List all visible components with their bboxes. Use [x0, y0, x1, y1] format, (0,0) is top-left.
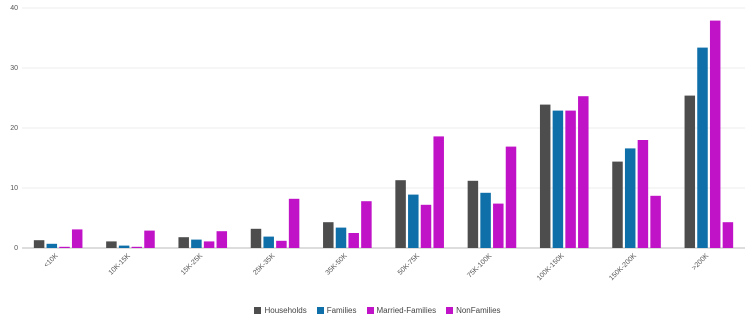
x-tick-label: 50K-75K [397, 252, 421, 276]
x-tick-label: <10K [43, 252, 60, 269]
y-tick-label: 0 [14, 245, 18, 252]
legend-item: Households [254, 306, 307, 315]
x-tick-label: 75K-100K [466, 252, 493, 279]
legend-swatch [446, 307, 454, 314]
x-tick-label: 25K-35K [252, 252, 276, 276]
bars [33, 20, 734, 248]
bar-nonfamilies [216, 231, 228, 248]
y-tick-label: 40 [10, 5, 18, 12]
legend-item: NonFamilies [446, 306, 501, 315]
bar-families [335, 227, 347, 248]
bar-households [467, 180, 479, 248]
bar-nonfamilies [433, 136, 444, 248]
bar-households [323, 222, 334, 248]
bar-nonfamilies [361, 201, 372, 248]
x-tick-label: 100K-150K [536, 252, 566, 282]
bar-families [552, 110, 564, 248]
legend-swatch [316, 307, 324, 314]
bar-nonfamilies [144, 230, 155, 248]
legend-label: Families [326, 306, 357, 315]
legend-label: Households [264, 306, 307, 315]
legend-item: Married-Families [366, 306, 437, 315]
bar-families [624, 148, 636, 248]
bar-married-families [637, 140, 649, 248]
y-tick-label: 20 [10, 125, 18, 132]
bar-married-families [131, 246, 143, 248]
legend-swatch [254, 307, 262, 314]
bar-families [263, 236, 274, 248]
x-axis: <10K 10K-15K 15K-25K 25K-35K 35K-50K 50K-75K 7… [43, 252, 711, 282]
bar-nonfamilies [650, 195, 661, 248]
bar-married-families [203, 241, 215, 248]
bar-households [250, 228, 262, 248]
legend-swatch [366, 307, 374, 314]
legend-label: Married-Families [376, 306, 437, 315]
legend-label: NonFamilies [456, 306, 501, 315]
bar-nonfamilies [722, 222, 734, 248]
bar-nonfamilies [505, 146, 517, 248]
bar-households [539, 104, 551, 248]
grid-lines [22, 7, 745, 249]
bar-nonfamilies [71, 229, 83, 248]
x-tick-label: 150K-200K [608, 252, 638, 282]
bar-households [178, 237, 189, 248]
x-tick-label: >200K [691, 252, 711, 272]
x-tick-label: 10K-15K [108, 252, 132, 276]
bar-nonfamilies [288, 198, 300, 248]
bar-families [480, 192, 491, 248]
x-tick-label: 15K-25K [180, 252, 204, 276]
y-tick-label: 10 [10, 185, 18, 192]
bar-households [684, 95, 696, 248]
bar-households [106, 241, 117, 248]
bar-married-families [565, 110, 576, 248]
bar-married-families [59, 246, 70, 248]
bar-married-families [709, 20, 721, 248]
y-axis: 0 10 20 30 40 [10, 5, 18, 252]
bar-married-families [276, 240, 287, 248]
bar-families [408, 194, 419, 248]
legend-item: Families [316, 306, 357, 315]
y-tick-label: 30 [10, 65, 18, 72]
bar-households [395, 180, 406, 248]
bar-nonfamilies [578, 96, 589, 248]
chart-legend: Households Families Married-Families NonFam… [0, 306, 755, 315]
bar-families [118, 245, 130, 248]
bar-married-families [420, 204, 432, 248]
bar-households [33, 240, 45, 248]
bar-families [697, 47, 708, 248]
bar-families [46, 243, 58, 248]
bar-married-families [493, 203, 504, 248]
bar-households [612, 161, 623, 248]
bar-married-families [348, 233, 359, 248]
x-tick-label: 35K-50K [325, 252, 349, 276]
bar-families [191, 239, 202, 248]
